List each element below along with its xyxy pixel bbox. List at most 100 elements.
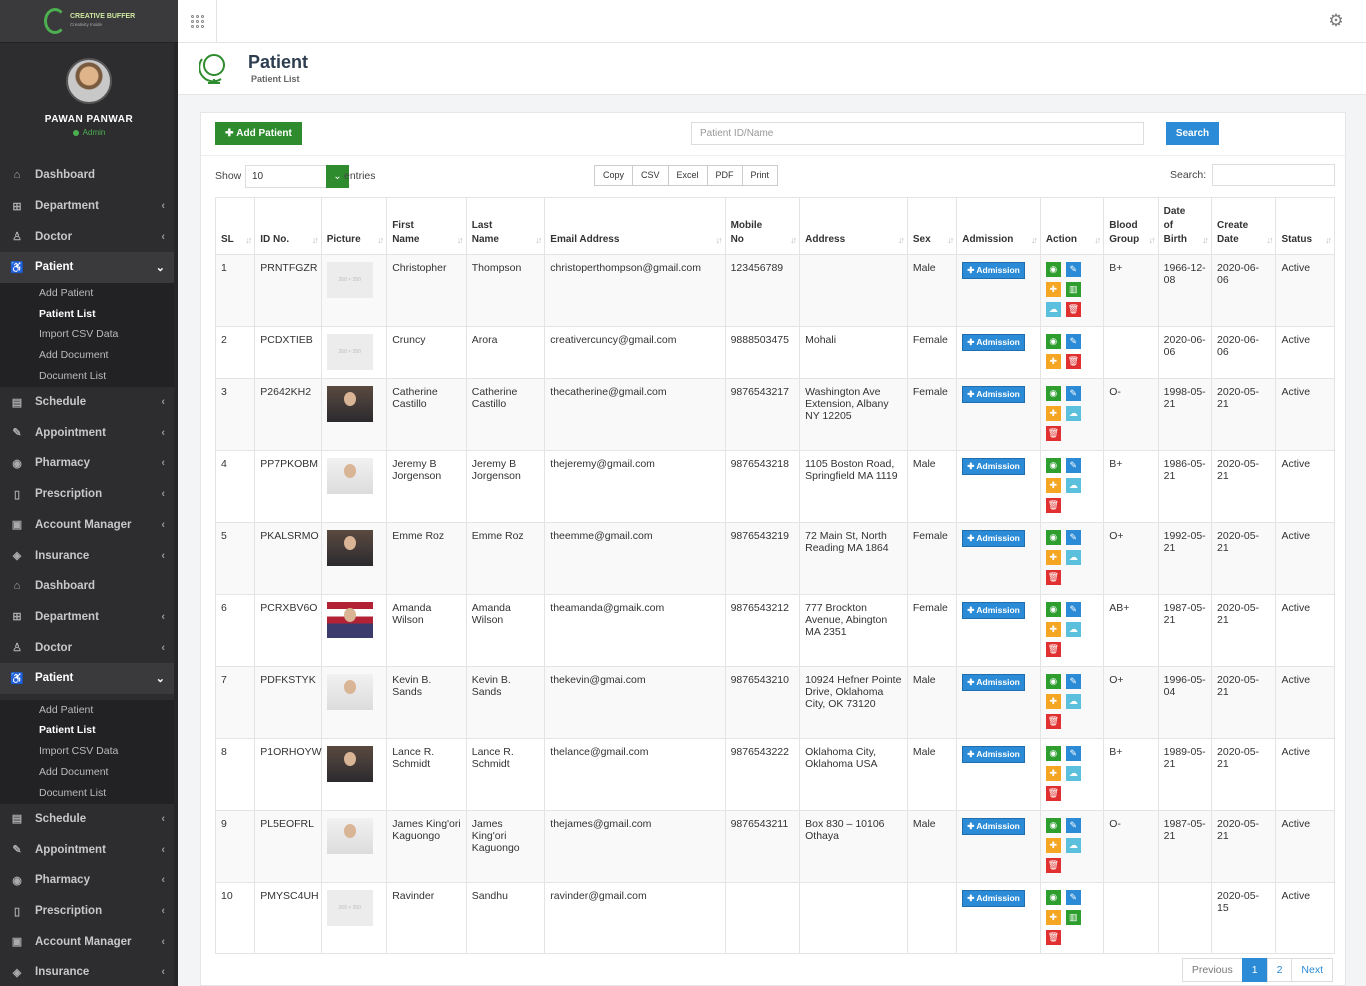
sidebar-item-insurance[interactable]: ◈ Insurance ‹ xyxy=(0,957,178,986)
next-page-button[interactable]: Next xyxy=(1291,958,1333,982)
submenu-item-add-document[interactable]: Add Document xyxy=(39,766,109,778)
upload-action-icon[interactable]: ☁ xyxy=(1065,838,1081,853)
del-action-icon[interactable]: 🗑 xyxy=(1045,570,1061,585)
sidebar-item-account-manager[interactable]: ▣ Account Manager ‹ xyxy=(0,509,178,540)
sidebar-item-department[interactable]: ⊞ Department ‹ xyxy=(0,602,178,633)
column-header[interactable]: Sex ↓↑ xyxy=(906,197,958,255)
del-action-icon[interactable]: 🗑 xyxy=(1045,930,1061,945)
page-1-button[interactable]: 1 xyxy=(1241,958,1268,982)
sidebar-item-account-manager[interactable]: ▣ Account Manager ‹ xyxy=(0,926,178,957)
upload-action-icon[interactable]: ☁ xyxy=(1065,550,1081,565)
submenu-item-add-patient[interactable]: Add Patient xyxy=(39,703,94,716)
sidebar-item-prescription[interactable]: ▯ Prescription ‹ xyxy=(0,896,178,927)
page-2-button[interactable]: 2 xyxy=(1266,958,1293,982)
export-pdf-button[interactable]: PDF xyxy=(706,165,743,186)
edit-action-icon[interactable]: ✎ xyxy=(1065,386,1081,401)
admission-button[interactable]: ✚ Admission xyxy=(962,890,1025,907)
add-action-icon[interactable]: ✚ xyxy=(1045,622,1061,637)
entries-select[interactable]: 10 ⌄ xyxy=(245,165,349,188)
settings-button[interactable]: ⚙ xyxy=(1326,11,1346,31)
admission-button[interactable]: ✚ Admission xyxy=(962,262,1025,279)
sidebar-item-dashboard[interactable]: ⌂ Dashboard xyxy=(0,571,178,602)
del-action-icon[interactable]: 🗑 xyxy=(1065,302,1081,317)
del-action-icon[interactable]: 🗑 xyxy=(1045,642,1061,657)
sidebar-item-appointment[interactable]: ✎ Appointment ‹ xyxy=(0,417,178,448)
sidebar-item-dashboard[interactable]: ⌂ Dashboard xyxy=(0,160,178,191)
add-action-icon[interactable]: ✚ xyxy=(1045,766,1061,781)
view-action-icon[interactable]: ◉ xyxy=(1045,890,1061,905)
column-header[interactable]: Action ↓↑ xyxy=(1039,197,1105,255)
del-action-icon[interactable]: 🗑 xyxy=(1045,858,1061,873)
add-action-icon[interactable]: ✚ xyxy=(1045,838,1061,853)
sidebar-item-department[interactable]: ⊞ Department ‹ xyxy=(0,191,178,222)
previous-page-button[interactable]: Previous xyxy=(1181,958,1243,982)
sidebar-item-patient[interactable]: ♿ Patient ⌄ xyxy=(0,662,178,694)
edit-action-icon[interactable]: ✎ xyxy=(1065,674,1081,689)
submenu-item-document-list[interactable]: Document List xyxy=(39,369,107,382)
del-action-icon[interactable]: 🗑 xyxy=(1045,714,1061,729)
column-header[interactable]: Date of Birth ↓↑ xyxy=(1157,197,1213,255)
add-patient-button[interactable]: ✚ Add Patient xyxy=(215,122,302,145)
del-action-icon[interactable]: 🗑 xyxy=(1045,498,1061,513)
upload-action-icon[interactable]: ☁ xyxy=(1045,302,1061,317)
add-action-icon[interactable]: ✚ xyxy=(1045,478,1061,493)
table-search-input[interactable] xyxy=(1212,164,1335,186)
edit-action-icon[interactable]: ✎ xyxy=(1065,262,1081,277)
upload-action-icon[interactable]: ☁ xyxy=(1065,766,1081,781)
upload-action-icon[interactable]: ☁ xyxy=(1065,622,1081,637)
export-copy-button[interactable]: Copy xyxy=(594,165,634,186)
view-action-icon[interactable]: ◉ xyxy=(1045,334,1061,349)
export-excel-button[interactable]: Excel xyxy=(667,165,708,186)
view-action-icon[interactable]: ◉ xyxy=(1045,818,1061,833)
edit-action-icon[interactable]: ✎ xyxy=(1065,746,1081,761)
submenu-item-add-document[interactable]: Add Document xyxy=(39,349,109,362)
submenu-item-import-csv-data[interactable]: Import CSV Data xyxy=(39,745,119,758)
book-action-icon[interactable]: ▥ xyxy=(1065,910,1081,925)
submenu-item-patient-list[interactable]: Patient List xyxy=(39,307,96,320)
add-action-icon[interactable]: ✚ xyxy=(1045,354,1061,369)
view-action-icon[interactable]: ◉ xyxy=(1045,262,1061,277)
admission-button[interactable]: ✚ Admission xyxy=(962,458,1025,475)
edit-action-icon[interactable]: ✎ xyxy=(1065,818,1081,833)
export-csv-button[interactable]: CSV xyxy=(632,165,669,186)
column-header[interactable]: SL ↓↑ xyxy=(214,197,256,255)
submenu-item-add-patient[interactable]: Add Patient xyxy=(39,286,94,299)
add-action-icon[interactable]: ✚ xyxy=(1045,282,1061,297)
edit-action-icon[interactable]: ✎ xyxy=(1065,458,1081,473)
add-action-icon[interactable]: ✚ xyxy=(1045,910,1061,925)
edit-action-icon[interactable]: ✎ xyxy=(1065,602,1081,617)
column-header[interactable]: Email Address ↓↑ xyxy=(544,197,726,255)
upload-action-icon[interactable]: ☁ xyxy=(1065,478,1081,493)
column-header[interactable]: Mobile No ↓↑ xyxy=(724,197,801,255)
submenu-item-import-csv-data[interactable]: Import CSV Data xyxy=(39,328,119,341)
apps-button[interactable] xyxy=(178,0,217,43)
view-action-icon[interactable]: ◉ xyxy=(1045,746,1061,761)
add-action-icon[interactable]: ✚ xyxy=(1045,406,1061,421)
del-action-icon[interactable]: 🗑 xyxy=(1045,786,1061,801)
view-action-icon[interactable]: ◉ xyxy=(1045,602,1061,617)
export-print-button[interactable]: Print xyxy=(741,165,779,186)
edit-action-icon[interactable]: ✎ xyxy=(1065,890,1081,905)
edit-action-icon[interactable]: ✎ xyxy=(1065,334,1081,349)
view-action-icon[interactable]: ◉ xyxy=(1045,674,1061,689)
admission-button[interactable]: ✚ Admission xyxy=(962,674,1025,691)
column-header[interactable]: Last Name ↓↑ xyxy=(465,197,546,255)
column-header[interactable]: Status ↓↑ xyxy=(1275,197,1335,255)
admission-button[interactable]: ✚ Admission xyxy=(962,386,1025,403)
del-action-icon[interactable]: 🗑 xyxy=(1065,354,1081,369)
brand-logo[interactable]: CREATIVE BUFFER Creativity Inside xyxy=(0,0,178,43)
add-action-icon[interactable]: ✚ xyxy=(1045,550,1061,565)
submenu-item-document-list[interactable]: Document List xyxy=(39,786,107,799)
view-action-icon[interactable]: ◉ xyxy=(1045,530,1061,545)
sidebar-item-pharmacy[interactable]: ◉ Pharmacy ‹ xyxy=(0,448,178,479)
avatar[interactable] xyxy=(66,58,112,104)
sidebar-scrollbar[interactable] xyxy=(174,43,178,986)
column-header[interactable]: Admission ↓↑ xyxy=(956,197,1041,255)
column-header[interactable]: Address ↓↑ xyxy=(799,197,908,255)
add-action-icon[interactable]: ✚ xyxy=(1045,694,1061,709)
view-action-icon[interactable]: ◉ xyxy=(1045,386,1061,401)
sidebar-item-doctor[interactable]: ♙ Doctor ‹ xyxy=(0,221,178,252)
column-header[interactable]: ID No. ↓↑ xyxy=(254,197,322,255)
admission-button[interactable]: ✚ Admission xyxy=(962,818,1025,835)
sidebar-item-schedule[interactable]: ▤ Schedule ‹ xyxy=(0,804,178,835)
